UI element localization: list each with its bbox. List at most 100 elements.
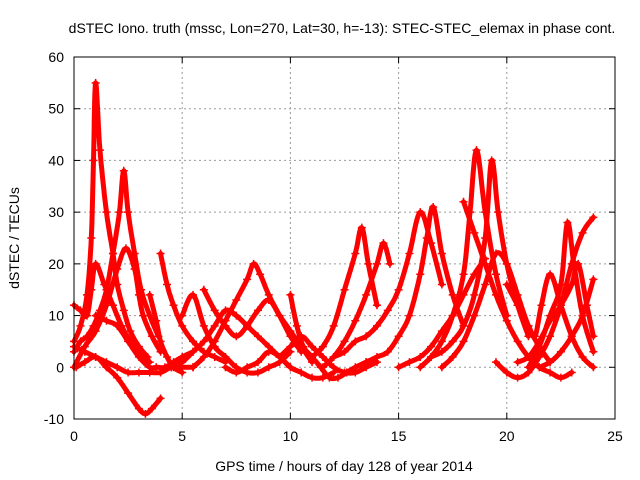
data-point [286,342,295,351]
data-point [546,358,555,367]
series-arc-17 [308,223,381,361]
data-point [537,301,546,310]
data-point [422,234,431,242]
data-point [470,228,479,237]
series-line [417,147,510,370]
data-point [329,352,338,361]
data-point [535,337,544,346]
data-point [589,363,598,372]
data-point [178,321,187,330]
data-point [448,352,457,361]
data-point [351,316,360,325]
data-point [286,290,295,299]
data-point [113,321,122,330]
data-point [72,363,81,372]
data-point [429,202,438,211]
data-point [163,352,172,361]
data-point [589,275,598,284]
data-point [156,249,165,258]
series-arc-1 [70,78,152,361]
data-point [491,249,500,258]
data-point [130,265,139,274]
data-point [318,363,327,372]
chart-title: dSTEC Iono. truth (mssc, Lon=270, Lat=30… [69,20,616,36]
data-point [124,337,133,346]
data-point [394,285,403,294]
data-point [357,223,366,232]
data-point [189,337,198,346]
data-point [256,270,265,279]
series-line [493,214,596,381]
data-point [589,347,598,356]
series-line [536,276,596,370]
data-point [119,166,128,175]
series-arc-30 [535,275,598,372]
series-line [71,80,151,360]
data-point [491,270,500,279]
data-point [253,368,262,377]
data-point [362,290,371,299]
data-point [362,332,371,341]
data-point [152,363,161,372]
data-point [437,363,446,372]
data-point [546,316,555,325]
data-point [134,368,143,377]
data-point [87,285,96,294]
data-point [126,327,135,336]
data-point [139,311,148,320]
data-point [147,404,156,413]
x-tick-label: 10 [283,428,299,444]
y-tick-label: 50 [48,101,64,117]
data-point [448,337,457,346]
data-point [383,306,392,315]
data-point [253,332,262,341]
series-arc-25 [459,197,576,382]
data-point [89,156,98,165]
x-tick-label: 0 [70,428,78,444]
data-point [169,301,178,310]
data-point [502,368,511,377]
data-point [364,259,373,268]
y-tick-label: 40 [48,152,64,168]
data-point [372,301,381,310]
data-point [491,358,500,367]
data-point [481,280,490,289]
data-point [481,259,490,268]
data-point [470,311,479,320]
data-point [113,265,122,274]
data-point [437,280,446,289]
series-line [158,251,228,365]
data-point [427,239,436,248]
data-point [427,342,436,351]
x-tick-label: 25 [607,428,623,444]
data-point [292,321,301,330]
data-point [329,321,338,330]
data-point [91,352,100,361]
data-point [351,337,360,346]
data-point [530,332,539,341]
data-point [264,363,273,372]
data-point [472,146,481,155]
data-point [232,332,241,341]
data-point [249,259,258,268]
data-point [156,337,165,346]
data-point [102,316,111,325]
data-point [199,321,208,330]
data-point [119,306,128,315]
data-point [416,352,425,361]
data-point [524,363,533,372]
data-point [567,368,576,377]
data-point [546,332,555,341]
data-point [210,352,219,361]
data-point [80,358,89,367]
data-point [405,249,414,258]
data-point [286,363,295,372]
series-arc-19 [329,208,446,361]
data-point [448,290,457,299]
data-point [264,296,273,305]
data-point [556,301,565,310]
data-point [82,311,91,320]
data-point [232,296,241,305]
data-point [340,368,349,377]
